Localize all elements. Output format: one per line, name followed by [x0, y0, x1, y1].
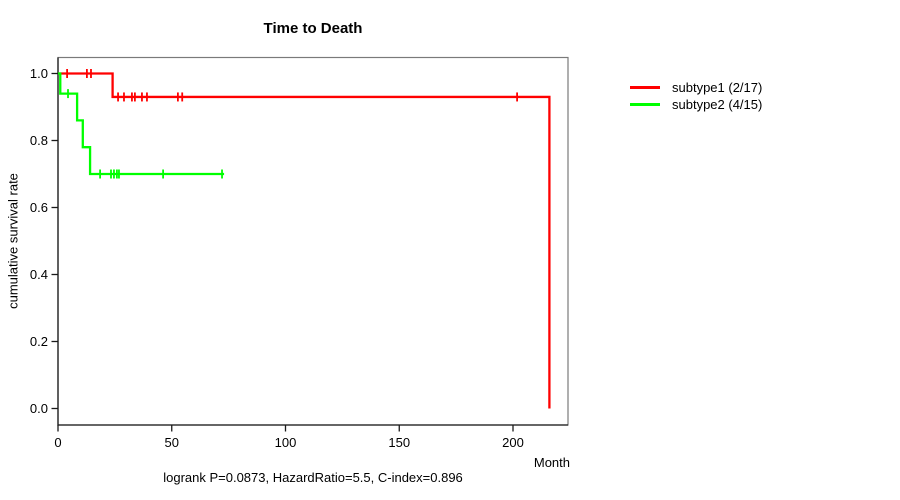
x-tick-label: 100 — [275, 435, 297, 450]
x-tick-label: 200 — [502, 435, 524, 450]
y-tick-label: 0.6 — [30, 200, 48, 215]
legend: subtype1 (2/17) subtype2 (4/15) — [630, 79, 762, 113]
x-tick-label: 150 — [388, 435, 410, 450]
stats-annotation: logrank P=0.0873, HazardRatio=5.5, C-ind… — [163, 470, 463, 485]
legend-label-subtype2: subtype2 (4/15) — [672, 97, 763, 112]
survival-curve-1 — [58, 72, 551, 409]
x-axis-label: Month — [533, 455, 570, 470]
legend-label-subtype1: subtype1 (2/17) — [672, 80, 763, 95]
y-tick-label: 1.0 — [30, 66, 48, 81]
x-tick-label: 0 — [54, 435, 61, 450]
legend-line-swatch-subtype1 — [630, 86, 660, 89]
legend-item-subtype2: subtype2 (4/15) — [630, 96, 762, 113]
chart-title: Time to Death — [263, 20, 363, 37]
x-tick-label: 50 — [165, 435, 179, 450]
axis-lines — [57, 57, 568, 426]
y-tick-label: 0.0 — [30, 401, 48, 416]
y-tick-label: 0.2 — [30, 334, 48, 349]
y-tick-label: 0.8 — [30, 133, 48, 148]
plot-box — [57, 56, 569, 426]
legend-item-subtype1: subtype1 (2/17) — [630, 79, 762, 96]
legend-line-swatch-subtype2 — [630, 103, 660, 106]
survival-curve-2 — [58, 72, 225, 176]
y-tick-label: 0.4 — [30, 267, 48, 282]
